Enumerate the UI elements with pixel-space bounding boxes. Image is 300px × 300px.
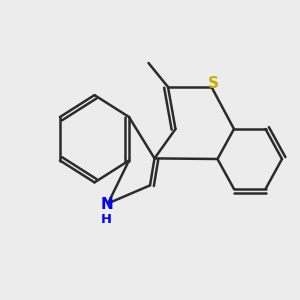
- Text: S: S: [208, 76, 218, 91]
- Text: N: N: [100, 197, 113, 212]
- Text: H: H: [101, 213, 112, 226]
